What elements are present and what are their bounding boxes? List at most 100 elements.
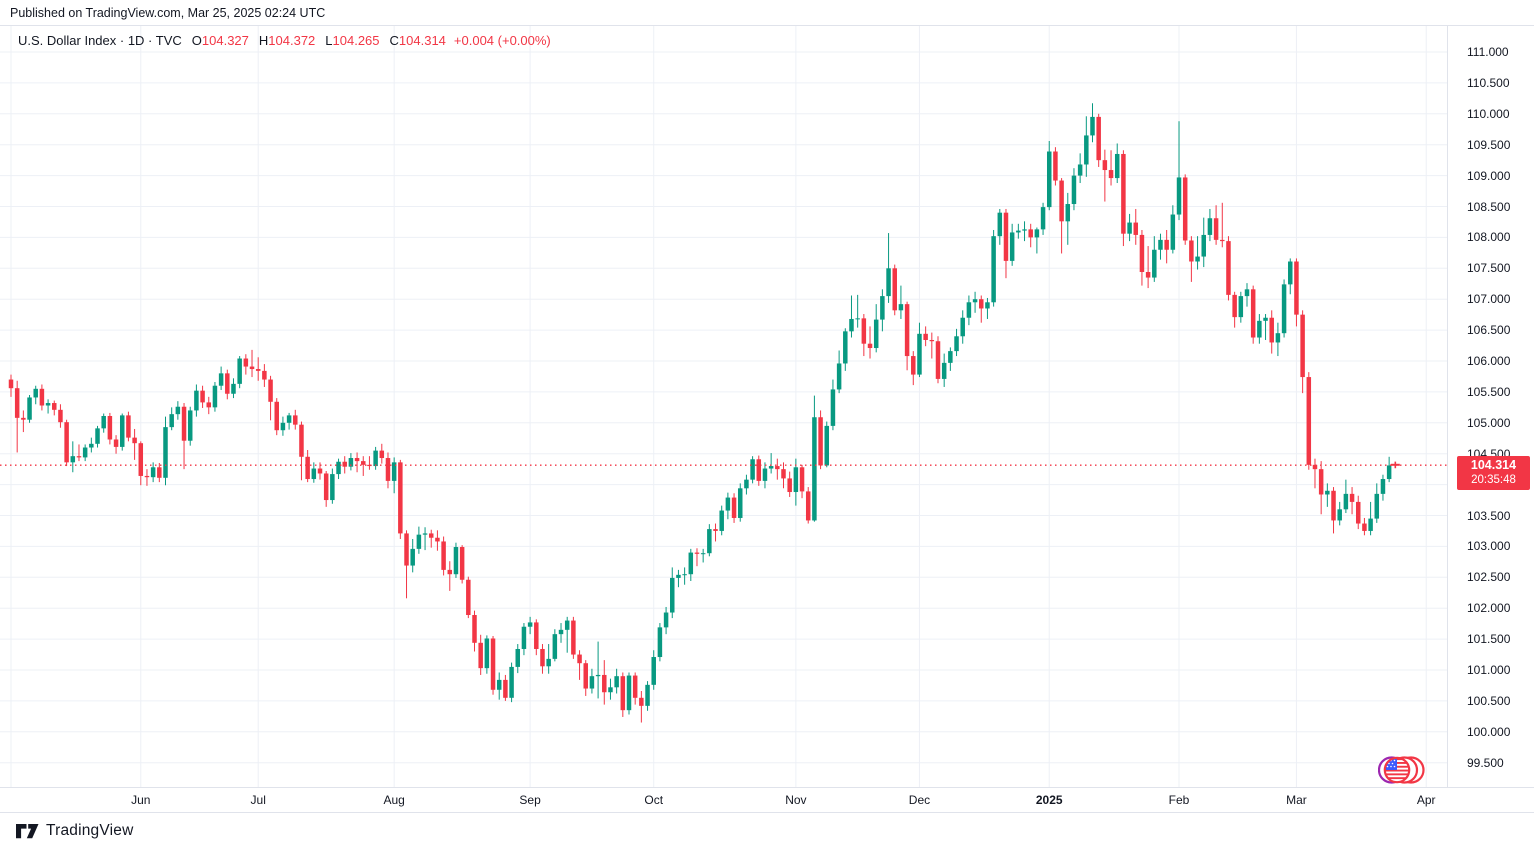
candle — [781, 462, 786, 489]
candle — [410, 538, 415, 573]
candle — [880, 289, 885, 332]
candle — [527, 616, 533, 635]
candle — [1201, 217, 1206, 268]
ohlc-open: O104.327 — [191, 33, 249, 48]
y-axis-label: 107.000 — [1467, 292, 1511, 307]
candle — [157, 462, 162, 483]
x-axis-label: Nov — [785, 793, 807, 807]
y-axis-label: 108.500 — [1467, 199, 1511, 214]
candle — [1226, 236, 1231, 301]
candle — [564, 616, 570, 653]
us-flag-icon — [1383, 756, 1411, 784]
last-price-label: 104.314 20:35:48 — [1457, 456, 1530, 491]
candle — [1133, 208, 1139, 245]
candle — [323, 471, 329, 507]
candle — [979, 295, 984, 323]
time-scale[interactable]: Jun Jul Aug Sep Oct Nov Dec 2025 Feb Mar Apr — [0, 787, 1534, 813]
candle — [478, 634, 483, 675]
candle — [8, 374, 14, 397]
candle — [503, 674, 508, 701]
candle — [262, 364, 267, 387]
y-axis-label: 105.500 — [1467, 384, 1511, 399]
tradingview-logo[interactable]: TradingView — [16, 822, 134, 840]
candle — [904, 301, 910, 371]
candle — [1108, 150, 1114, 186]
candle — [768, 453, 774, 474]
candle — [1077, 153, 1083, 184]
candle — [1318, 461, 1324, 515]
candle — [849, 295, 854, 338]
candle — [626, 672, 632, 715]
candle — [52, 400, 57, 416]
candle — [348, 453, 354, 471]
ohlc-close: C104.314 — [389, 33, 446, 48]
candle — [651, 650, 656, 690]
candle — [428, 529, 434, 548]
candle — [453, 542, 459, 578]
candle — [1257, 314, 1262, 344]
candle — [187, 406, 193, 446]
candle — [163, 416, 168, 486]
tradingview-logo-icon — [16, 823, 39, 838]
candle — [243, 354, 249, 375]
candle — [268, 375, 273, 421]
candle — [1300, 310, 1305, 394]
candle — [385, 452, 391, 489]
candle — [1139, 229, 1145, 286]
candle — [1158, 233, 1163, 260]
candle — [1059, 178, 1064, 254]
candle — [311, 462, 317, 483]
candle — [1269, 310, 1274, 354]
candle — [404, 530, 409, 599]
price-scale[interactable]: 111.000 110.500 110.000 109.500 109.000 108.5… — [1447, 26, 1534, 813]
y-axis-label: 110.500 — [1467, 75, 1510, 90]
candle — [1294, 258, 1299, 327]
candle — [1275, 322, 1281, 357]
candle — [972, 291, 978, 313]
candle — [1312, 458, 1318, 489]
candle — [58, 404, 63, 428]
candle — [398, 459, 403, 539]
candle — [966, 295, 972, 326]
candle — [1003, 208, 1009, 279]
candle — [700, 548, 706, 563]
candle — [447, 561, 453, 591]
candle — [379, 443, 385, 464]
candle — [237, 356, 242, 389]
y-axis-label: 107.500 — [1467, 261, 1511, 276]
candle — [1195, 236, 1200, 270]
candle — [583, 660, 588, 696]
candle — [830, 379, 836, 431]
candle — [21, 410, 26, 433]
candle — [1102, 149, 1108, 202]
candle — [1343, 479, 1349, 514]
candle — [608, 678, 613, 700]
candle — [342, 456, 347, 474]
candle — [540, 644, 545, 674]
candle — [194, 384, 199, 417]
candle — [645, 681, 650, 711]
change-value: +0.004 (+0.00%) — [453, 33, 551, 48]
symbol-flags-icon — [1378, 756, 1425, 784]
candle — [1170, 205, 1176, 254]
candle — [33, 385, 38, 405]
candle — [218, 366, 224, 391]
y-axis-label: 102.000 — [1467, 601, 1511, 616]
candle — [416, 526, 422, 554]
candle — [824, 421, 830, 468]
x-axis-label: Jul — [250, 793, 266, 807]
candle — [670, 567, 675, 619]
candle — [960, 310, 965, 344]
candle — [707, 524, 712, 557]
candle — [181, 403, 187, 470]
candle — [929, 332, 935, 359]
candle — [1238, 291, 1244, 323]
y-axis-label: 100.000 — [1467, 724, 1511, 739]
candle — [286, 412, 292, 430]
candle — [1022, 221, 1027, 242]
candle — [1182, 174, 1188, 245]
y-axis-label: 106.000 — [1467, 354, 1511, 368]
candle — [27, 394, 32, 423]
candle — [1386, 456, 1392, 483]
